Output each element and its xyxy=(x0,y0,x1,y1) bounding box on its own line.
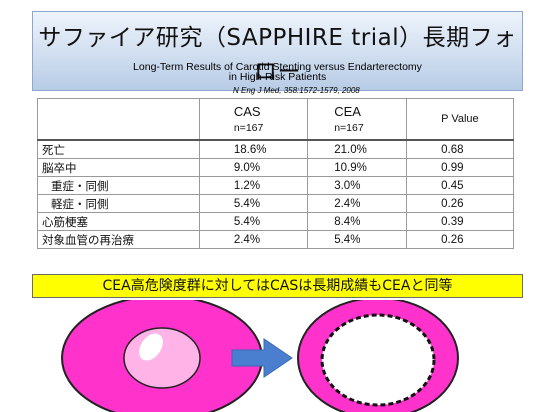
row-cea: 3.0% xyxy=(307,176,408,195)
header-cas: CAS n=167 xyxy=(198,98,309,141)
row-label: 脳卒中 xyxy=(37,158,200,177)
table-row: 死亡 18.6% 21.0% 0.68 xyxy=(37,139,514,159)
header-cea-label: CEA xyxy=(334,104,361,119)
row-cas: 1.2% xyxy=(198,176,309,195)
vessel-diagram xyxy=(61,300,459,412)
table-header-row: CAS n=167 CEA n=167 P Value xyxy=(37,98,514,141)
row-cas: 9.0% xyxy=(198,158,309,177)
row-cea: 2.4% xyxy=(307,194,408,213)
title-banner: サファイア研究（SAPPHIRE trial）長期フォロー Long-Term … xyxy=(32,11,523,95)
row-p: 0.26 xyxy=(406,194,514,213)
table-row: 対象血管の再治療 2.4% 5.4% 0.26 xyxy=(37,230,514,249)
header-cea: CEA n=167 xyxy=(307,98,408,141)
row-cas: 5.4% xyxy=(198,194,309,213)
row-label: 重症・同側 xyxy=(37,176,200,195)
vessel-stenosis-icon xyxy=(61,300,263,412)
row-cea: 8.4% xyxy=(307,212,408,231)
header-cas-label: CAS xyxy=(233,104,261,119)
row-p: 0.68 xyxy=(406,139,514,159)
row-label: 死亡 xyxy=(37,139,200,159)
row-cea: 21.0% xyxy=(307,139,408,159)
row-label: 対象血管の再治療 xyxy=(37,230,200,249)
row-label: 軽症・同側 xyxy=(37,194,200,213)
row-p: 0.99 xyxy=(406,158,514,177)
row-p: 0.45 xyxy=(406,176,514,195)
table-row: 軽症・同側 5.4% 2.4% 0.26 xyxy=(37,194,514,213)
conclusion-banner: CEA高危険度群に対してはCASは長期成績もCEAと同等 xyxy=(32,274,523,298)
row-cas: 2.4% xyxy=(198,230,309,249)
row-cas: 18.6% xyxy=(198,139,309,159)
subtitle-line-1: Long-Term Results of Carotid Stenting ve… xyxy=(133,61,422,73)
vessel-stent-icon xyxy=(297,300,459,412)
row-p: 0.26 xyxy=(406,230,514,249)
citation: N Eng J Med, 358:1572-1579, 2008 xyxy=(233,86,360,95)
header-p-value: P Value xyxy=(406,98,514,141)
right-arrow-icon xyxy=(231,338,293,378)
results-table: CAS n=167 CEA n=167 P Value 死亡 18.6% 21.… xyxy=(37,98,514,249)
row-p: 0.39 xyxy=(406,212,514,231)
slide-subtitle: Long-Term Results of Carotid Stenting ve… xyxy=(33,61,522,83)
table-row: 重症・同側 1.2% 3.0% 0.45 xyxy=(37,176,514,195)
row-cea: 5.4% xyxy=(307,230,408,249)
header-cas-n: n=167 xyxy=(233,122,264,134)
table-row: 脳卒中 9.0% 10.9% 0.99 xyxy=(37,158,514,177)
subtitle-line-2: in High-Risk Patients xyxy=(228,71,327,83)
slide-title: サファイア研究（SAPPHIRE trial）長期フォロー xyxy=(38,25,517,85)
table-row: 心筋梗塞 5.4% 8.4% 0.39 xyxy=(37,212,514,231)
header-empty-cell xyxy=(37,98,200,141)
header-cea-n: n=167 xyxy=(334,122,364,134)
row-cea: 10.9% xyxy=(307,158,408,177)
row-label: 心筋梗塞 xyxy=(37,212,200,231)
row-cas: 5.4% xyxy=(198,212,309,231)
